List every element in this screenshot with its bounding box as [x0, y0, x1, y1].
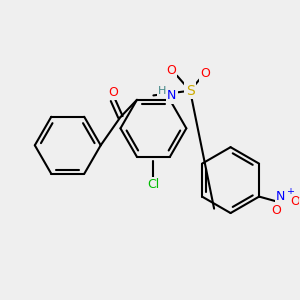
Text: O: O	[271, 204, 281, 217]
Text: O: O	[108, 86, 118, 99]
Text: O: O	[200, 67, 210, 80]
Text: O: O	[290, 195, 300, 208]
Text: Cl: Cl	[147, 178, 160, 191]
Text: N: N	[276, 190, 285, 203]
Text: S: S	[186, 84, 194, 98]
Text: N: N	[167, 89, 176, 102]
Text: O: O	[166, 64, 176, 76]
Text: +: +	[286, 187, 294, 197]
Text: H: H	[158, 86, 166, 96]
